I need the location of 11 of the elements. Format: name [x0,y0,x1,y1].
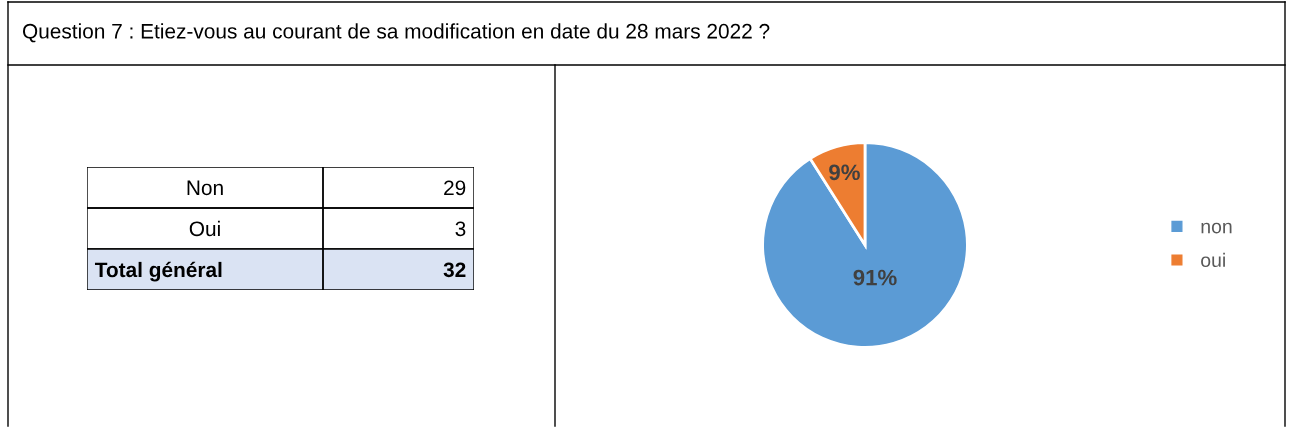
category-label: Total général [94,261,222,282]
data-label: 91% [853,269,897,286]
data-label: 29 [444,180,466,196]
data-label: 9% [829,164,860,181]
data-label: 32 [443,262,466,278]
legend-label: oui [1201,252,1225,268]
category-label: Non [187,180,223,196]
legend-label: non [1201,222,1232,234]
data-label: 3 [455,221,466,237]
text: Question 7 : Etiez-vous au courant de sa modification en date du 28 mars 2022 ? [22,23,770,43]
category-label: Oui [189,220,220,237]
